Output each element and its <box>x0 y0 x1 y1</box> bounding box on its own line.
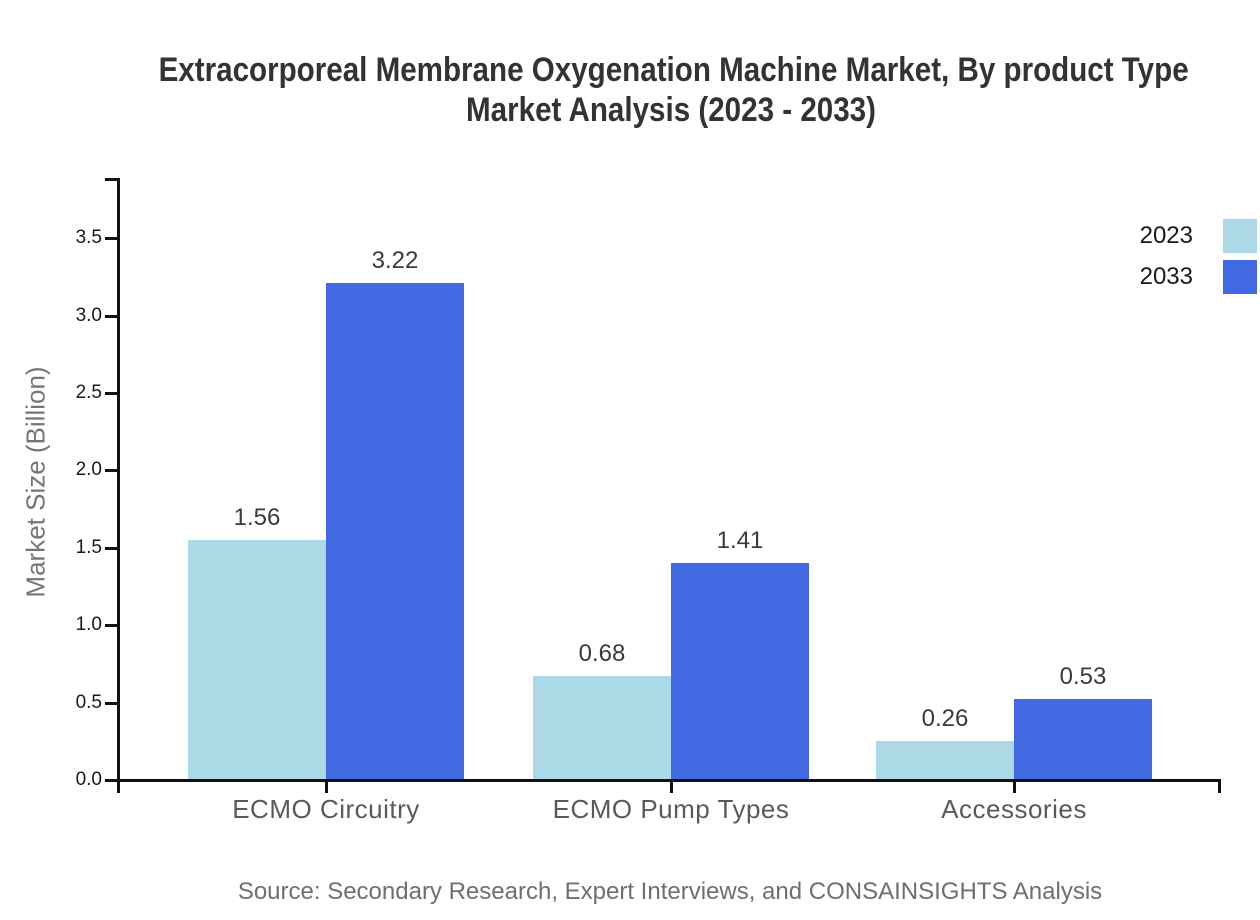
value-label-2023-accessories: 0.26 <box>921 705 969 732</box>
source-note: Source: Secondary Research, Expert Inter… <box>237 878 1103 905</box>
y-tick-label-1-0: 1.0 <box>75 614 102 635</box>
y-tick-label-1-5: 1.5 <box>75 537 102 558</box>
category-label-ecmo-pump-types: ECMO Pump Types <box>552 794 790 824</box>
y-tick-label-0-0: 0.0 <box>75 769 102 790</box>
x-tick-accessories <box>1013 780 1016 793</box>
value-label-2033-accessories: 0.53 <box>1059 663 1107 690</box>
y-tick-label-3-0: 3.0 <box>75 305 102 326</box>
legend-item-2023: 2023 <box>1140 219 1257 253</box>
chart-title-line2: Market Analysis (2023 - 2033) <box>466 91 876 129</box>
y-tick-2-0 <box>105 469 117 472</box>
legend: 2023 2033 <box>1140 219 1257 301</box>
y-tick-3-5 <box>105 237 117 240</box>
y-tick-3-0 <box>105 315 117 318</box>
y-tick-1-0 <box>105 624 117 627</box>
legend-label-2023: 2023 <box>1139 222 1193 249</box>
chart-title: Extracorporeal Membrane Oxygenation Mach… <box>158 50 1189 130</box>
value-label-2033-ecmo-pump-types: 1.41 <box>716 527 764 554</box>
y-tick-2-5 <box>105 392 117 395</box>
legend-label-2033: 2033 <box>1139 263 1193 290</box>
bar-2033-ecmo-circuitry <box>326 283 464 781</box>
category-label-ecmo-circuitry: ECMO Circuitry <box>232 794 420 824</box>
bar-2033-ecmo-pump-types <box>671 563 809 781</box>
category-label-accessories: Accessories <box>941 794 1087 824</box>
y-axis-spine <box>117 178 120 793</box>
value-label-2033-ecmo-circuitry: 3.22 <box>371 247 419 274</box>
value-label-2023-ecmo-circuitry: 1.56 <box>233 504 281 531</box>
x-tick-ecmo-circuitry <box>325 780 328 793</box>
y-tick-label-2-5: 2.5 <box>75 382 102 403</box>
y-tick-label-3-5: 3.5 <box>75 227 102 248</box>
y-tick-label-2-0: 2.0 <box>75 459 102 480</box>
y-axis-top-cap <box>105 178 120 181</box>
x-axis-line <box>105 779 1221 782</box>
bar-2023-ecmo-circuitry <box>188 540 326 781</box>
legend-swatch-2023 <box>1223 219 1257 253</box>
value-label-2023-ecmo-pump-types: 0.68 <box>578 640 626 667</box>
x-tick-ecmo-pump-types <box>670 780 673 793</box>
legend-item-2033: 2033 <box>1140 260 1257 294</box>
y-tick-0-5 <box>105 702 117 705</box>
x-axis-end-tick <box>1218 780 1221 793</box>
bar-2023-accessories <box>876 741 1014 781</box>
y-tick-label-0-5: 0.5 <box>75 692 102 713</box>
bar-2033-accessories <box>1014 699 1152 781</box>
bar-2023-ecmo-pump-types <box>533 676 671 781</box>
y-tick-1-5 <box>105 547 117 550</box>
chart-title-line1: Extracorporeal Membrane Oxygenation Mach… <box>158 51 1189 89</box>
legend-swatch-2033 <box>1223 260 1257 294</box>
